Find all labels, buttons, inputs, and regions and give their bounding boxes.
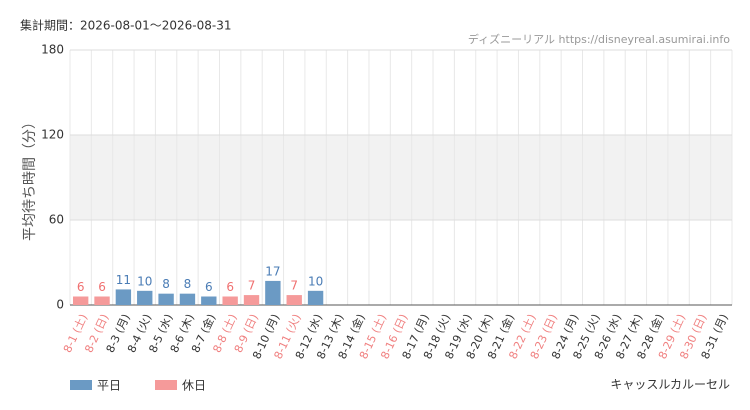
y-axis-label: 平均待ち時間（分） <box>22 115 38 241</box>
bar <box>307 290 324 305</box>
legend-label: 休日 <box>182 379 206 393</box>
source: ディズニーリアル https://disneyreal.asumirai.inf… <box>468 32 730 46</box>
bar <box>286 295 302 305</box>
value-label: 10 <box>137 274 152 288</box>
bar <box>94 296 110 305</box>
value-label: 10 <box>308 274 323 288</box>
value-label: 17 <box>265 264 280 278</box>
value-label: 7 <box>290 279 298 293</box>
bar <box>158 293 174 305</box>
y-tick-label: 120 <box>41 128 64 142</box>
y-tick-label: 180 <box>41 43 64 57</box>
value-label: 6 <box>77 280 85 294</box>
y-tick-label: 0 <box>56 298 64 312</box>
bar <box>243 295 260 305</box>
value-label: 6 <box>98 280 106 294</box>
value-label: 6 <box>205 280 213 294</box>
shaded-band <box>70 135 732 220</box>
value-label: 11 <box>116 273 131 287</box>
bar <box>179 293 196 305</box>
legend-label: 平日 <box>97 379 121 393</box>
bar <box>72 296 89 305</box>
bar <box>201 296 217 305</box>
legend-swatch <box>155 380 177 390</box>
period: 集計期間：2026-08-01～2026-08-31 <box>20 18 231 33</box>
value-label: 7 <box>248 279 256 293</box>
value-label: 8 <box>184 277 192 291</box>
y-tick-label: 60 <box>49 213 64 227</box>
bar <box>115 289 132 305</box>
legend-swatch <box>70 380 92 390</box>
value-label: 8 <box>162 277 170 291</box>
value-label: 6 <box>226 280 234 294</box>
bar <box>265 280 281 305</box>
bar <box>137 290 153 305</box>
bar <box>222 296 238 305</box>
attraction-name: キャッスルカルーセル <box>610 378 730 392</box>
